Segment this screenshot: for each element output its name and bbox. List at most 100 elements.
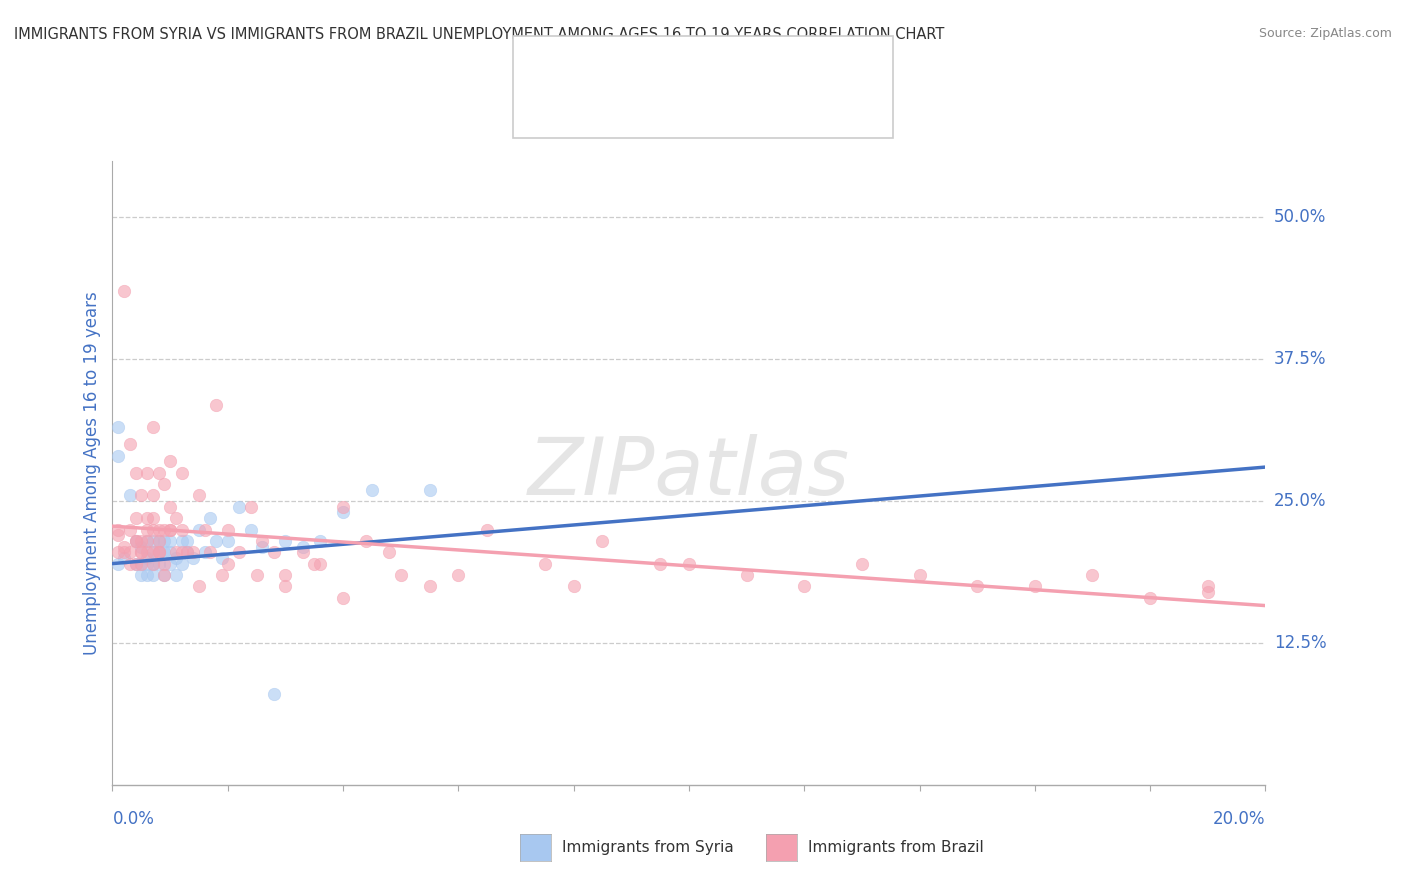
Point: [148, 545, 170, 559]
Point: [188, 579, 211, 593]
Point: [118, 545, 141, 559]
Point: [136, 533, 159, 548]
Point: [205, 533, 228, 548]
Point: [291, 540, 314, 554]
Point: [136, 466, 159, 480]
Point: [148, 545, 170, 559]
Point: [534, 557, 557, 571]
Point: [153, 545, 176, 559]
Point: [118, 437, 141, 451]
Point: [159, 523, 181, 537]
Point: [124, 533, 146, 548]
Text: 0.114: 0.114: [643, 55, 704, 74]
Point: [124, 533, 146, 548]
Text: N =: N =: [710, 101, 744, 119]
Point: [124, 557, 146, 571]
Point: [107, 557, 129, 571]
Point: [181, 545, 204, 559]
Point: [153, 568, 176, 582]
Point: [129, 568, 153, 582]
Point: [142, 545, 165, 559]
Text: Immigrants from Brazil: Immigrants from Brazil: [808, 840, 984, 855]
Point: [1081, 568, 1104, 582]
Point: [1024, 579, 1046, 593]
Point: [1197, 579, 1219, 593]
Point: [188, 523, 211, 537]
Point: [129, 557, 153, 571]
Point: [1139, 591, 1161, 605]
Point: [159, 557, 181, 571]
Point: [112, 284, 135, 298]
Point: [194, 545, 217, 559]
Point: [378, 545, 401, 559]
Point: [170, 557, 193, 571]
Text: R =: R =: [586, 101, 620, 119]
Point: [211, 568, 233, 582]
Point: [908, 568, 931, 582]
Point: [142, 568, 165, 582]
Point: [650, 557, 672, 571]
Point: [165, 550, 187, 565]
Point: [176, 533, 198, 548]
Point: [188, 488, 211, 502]
Point: [129, 533, 153, 548]
Point: [678, 557, 700, 571]
Point: [354, 533, 377, 548]
Point: [389, 568, 412, 582]
Point: [124, 511, 146, 525]
Point: [142, 533, 165, 548]
Point: [332, 591, 354, 605]
Point: [129, 540, 153, 554]
Point: [129, 545, 153, 559]
Point: [112, 545, 135, 559]
Point: [153, 477, 176, 491]
Text: 50: 50: [762, 55, 789, 74]
Point: [200, 511, 222, 525]
Text: -0.140: -0.140: [643, 100, 711, 119]
Point: [228, 500, 250, 514]
Point: [148, 545, 170, 559]
Text: 20.0%: 20.0%: [1213, 810, 1265, 828]
Point: [332, 506, 354, 520]
Point: [153, 523, 176, 537]
Point: [176, 545, 198, 559]
Point: [200, 545, 222, 559]
Point: [447, 568, 470, 582]
Point: [107, 420, 129, 434]
Point: [142, 557, 165, 571]
Point: [304, 557, 326, 571]
Point: [252, 540, 274, 554]
Point: [211, 550, 233, 565]
Point: [1197, 585, 1219, 599]
Text: 25.0%: 25.0%: [1274, 492, 1326, 510]
Point: [159, 523, 181, 537]
Point: [217, 523, 239, 537]
Point: [142, 420, 165, 434]
Point: [136, 523, 159, 537]
Point: [148, 557, 170, 571]
Point: [246, 568, 269, 582]
Point: [118, 488, 141, 502]
Point: [129, 488, 153, 502]
Point: [153, 557, 176, 571]
Text: 12.5%: 12.5%: [1274, 634, 1326, 652]
Point: [252, 533, 274, 548]
Point: [194, 523, 217, 537]
Point: [793, 579, 815, 593]
Point: [205, 398, 228, 412]
Point: [136, 533, 159, 548]
Text: 92: 92: [762, 100, 789, 119]
Point: [148, 523, 170, 537]
Text: R =: R =: [586, 55, 620, 73]
Point: [136, 545, 159, 559]
Point: [228, 545, 250, 559]
Point: [592, 533, 614, 548]
Point: [291, 545, 314, 559]
Point: [153, 568, 176, 582]
Point: [129, 557, 153, 571]
Point: [107, 528, 129, 542]
Point: [124, 533, 146, 548]
Point: [274, 568, 297, 582]
Point: [332, 500, 354, 514]
Point: [129, 545, 153, 559]
